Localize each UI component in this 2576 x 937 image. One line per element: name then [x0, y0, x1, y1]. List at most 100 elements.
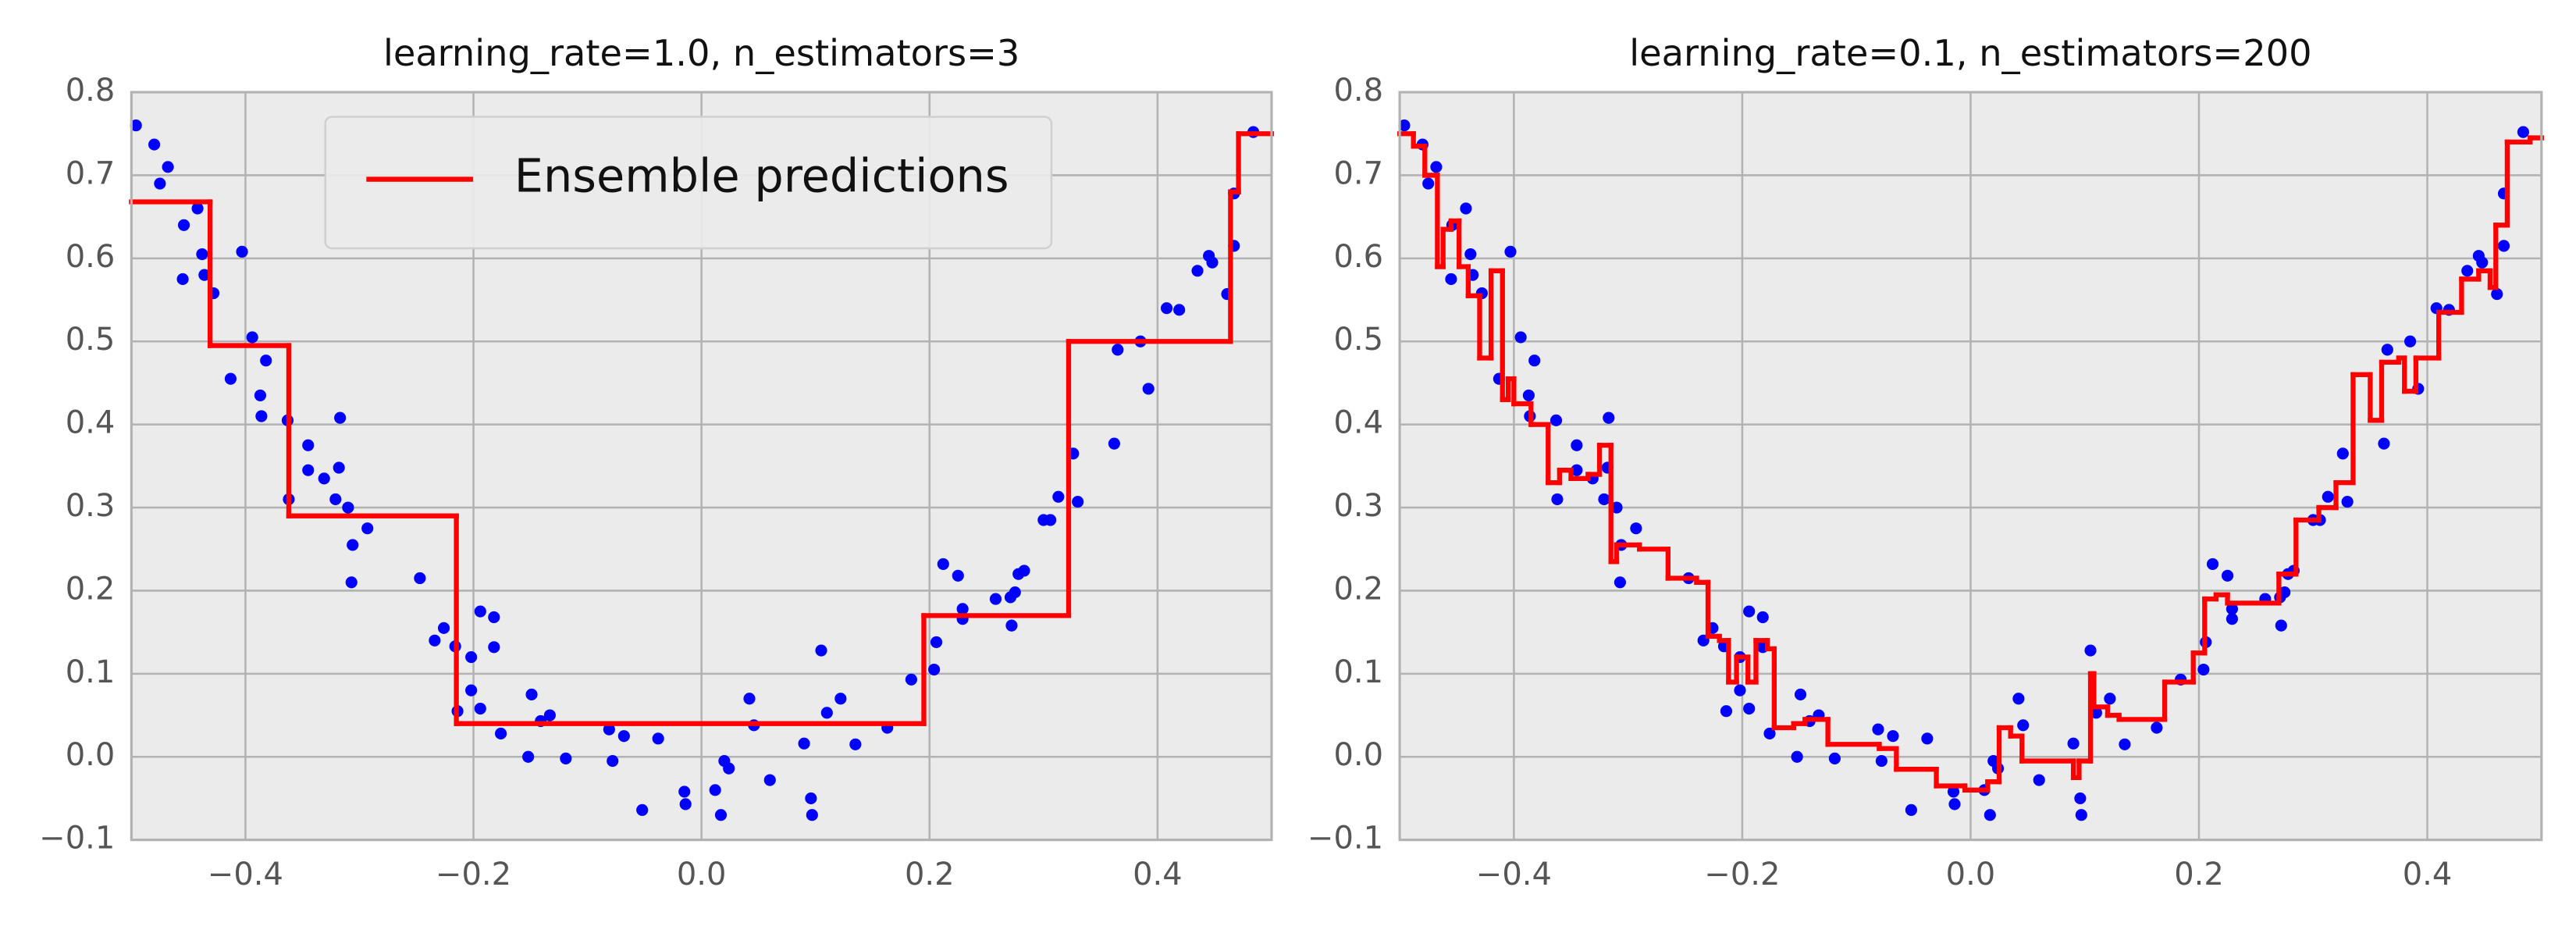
data-point: [2017, 719, 2030, 732]
data-point: [930, 636, 943, 648]
data-point: [465, 650, 478, 664]
data-point: [246, 331, 258, 344]
data-point: [1610, 501, 1623, 514]
data-point: [474, 605, 486, 618]
data-point: [2206, 558, 2219, 570]
data-point: [488, 641, 500, 654]
y-tick-label: 0.8: [1333, 73, 1383, 109]
x-tick-label: 0.4: [2403, 857, 2453, 892]
data-point: [1052, 490, 1065, 503]
data-point: [1112, 344, 1124, 356]
y-tick-label: 0.7: [66, 155, 116, 191]
data-point: [815, 644, 827, 657]
data-point: [1398, 119, 1411, 132]
data-point: [1571, 439, 1583, 451]
data-point: [849, 738, 862, 750]
data-point: [2221, 569, 2234, 582]
y-tick-label: 0.0: [1333, 737, 1383, 773]
data-point: [2090, 707, 2102, 719]
y-tick-label: 0.2: [1333, 571, 1383, 607]
y-tick-label: 0.5: [66, 322, 116, 358]
y-tick-label: 0.4: [1333, 405, 1383, 441]
data-point: [1743, 702, 1756, 715]
data-point: [617, 730, 630, 743]
x-tick-label: 0.4: [1133, 857, 1183, 892]
data-point: [1460, 202, 1472, 215]
data-point: [1630, 522, 1642, 535]
data-point: [1984, 809, 1996, 821]
data-point: [1464, 248, 1477, 261]
y-tick-label: 0.7: [1333, 155, 1383, 191]
data-point: [2497, 240, 2510, 252]
y-tick-label: 0.2: [66, 571, 116, 607]
y-tick-label: 0.1: [1333, 654, 1383, 690]
data-point: [928, 663, 941, 676]
data-point: [679, 798, 692, 811]
data-point: [1161, 302, 1173, 315]
data-point: [198, 269, 211, 281]
data-point: [1514, 331, 1527, 344]
data-point: [937, 558, 949, 570]
data-point: [1142, 383, 1155, 395]
data-point: [1921, 732, 1934, 745]
data-point: [1720, 705, 1733, 718]
data-point: [522, 750, 535, 763]
data-point: [1422, 177, 1435, 190]
data-point: [196, 248, 208, 261]
y-tick-label: 0.6: [1333, 239, 1383, 275]
y-tick-label: 0.5: [1333, 322, 1383, 358]
data-point: [603, 723, 615, 736]
data-point: [1756, 611, 1769, 624]
data-point: [255, 410, 268, 422]
data-point: [636, 803, 649, 816]
data-point: [1598, 493, 1610, 505]
data-point: [952, 569, 964, 582]
data-point: [805, 792, 817, 805]
data-point: [191, 202, 204, 215]
data-point: [1504, 245, 1517, 258]
data-point: [1875, 754, 1888, 768]
data-point: [334, 411, 347, 424]
data-point: [1791, 750, 1803, 763]
y-tick-label: 0.0: [66, 737, 116, 773]
x-tick-label: 0.2: [905, 857, 955, 892]
subplot: −0.1 0.0 0.1 0.2 0.3 0.4 0.5 0.6 0.7 0.8 −0.4 −0.2 0…: [39, 32, 1275, 892]
data-point: [714, 809, 728, 821]
data-point: [560, 752, 572, 764]
data-point: [1828, 752, 1841, 764]
chart-title: learning_rate=0.1, n_estimators=200: [1629, 32, 2311, 74]
data-point: [236, 245, 248, 258]
x-tick-label: 0.2: [2174, 857, 2224, 892]
data-point: [347, 539, 359, 551]
data-point: [2404, 335, 2417, 347]
data-point: [1872, 723, 1884, 736]
data-point: [154, 177, 166, 190]
data-point: [2075, 809, 2087, 821]
data-point: [1445, 273, 1457, 286]
data-point: [2381, 344, 2393, 356]
data-point: [709, 784, 721, 796]
data-point: [1018, 565, 1030, 577]
data-point: [1550, 414, 1563, 426]
data-point: [607, 754, 619, 768]
data-point: [2033, 774, 2045, 786]
data-point: [2226, 603, 2238, 615]
data-point: [437, 622, 450, 634]
data-point: [318, 472, 330, 485]
data-point: [329, 493, 342, 505]
data-point: [488, 611, 500, 624]
data-point: [2378, 437, 2390, 450]
data-point: [2012, 693, 2025, 705]
x-tick-label: −0.4: [208, 857, 283, 892]
data-point: [1044, 514, 1057, 526]
data-point: [2341, 496, 2354, 508]
data-point: [1614, 576, 1626, 589]
chart-title: learning_rate=1.0, n_estimators=3: [383, 32, 1019, 74]
data-point: [2336, 447, 2349, 460]
data-point: [678, 786, 691, 798]
data-point: [224, 372, 237, 385]
x-tick-label: −0.2: [1704, 857, 1780, 892]
data-point: [2476, 256, 2489, 269]
data-point: [148, 138, 161, 151]
